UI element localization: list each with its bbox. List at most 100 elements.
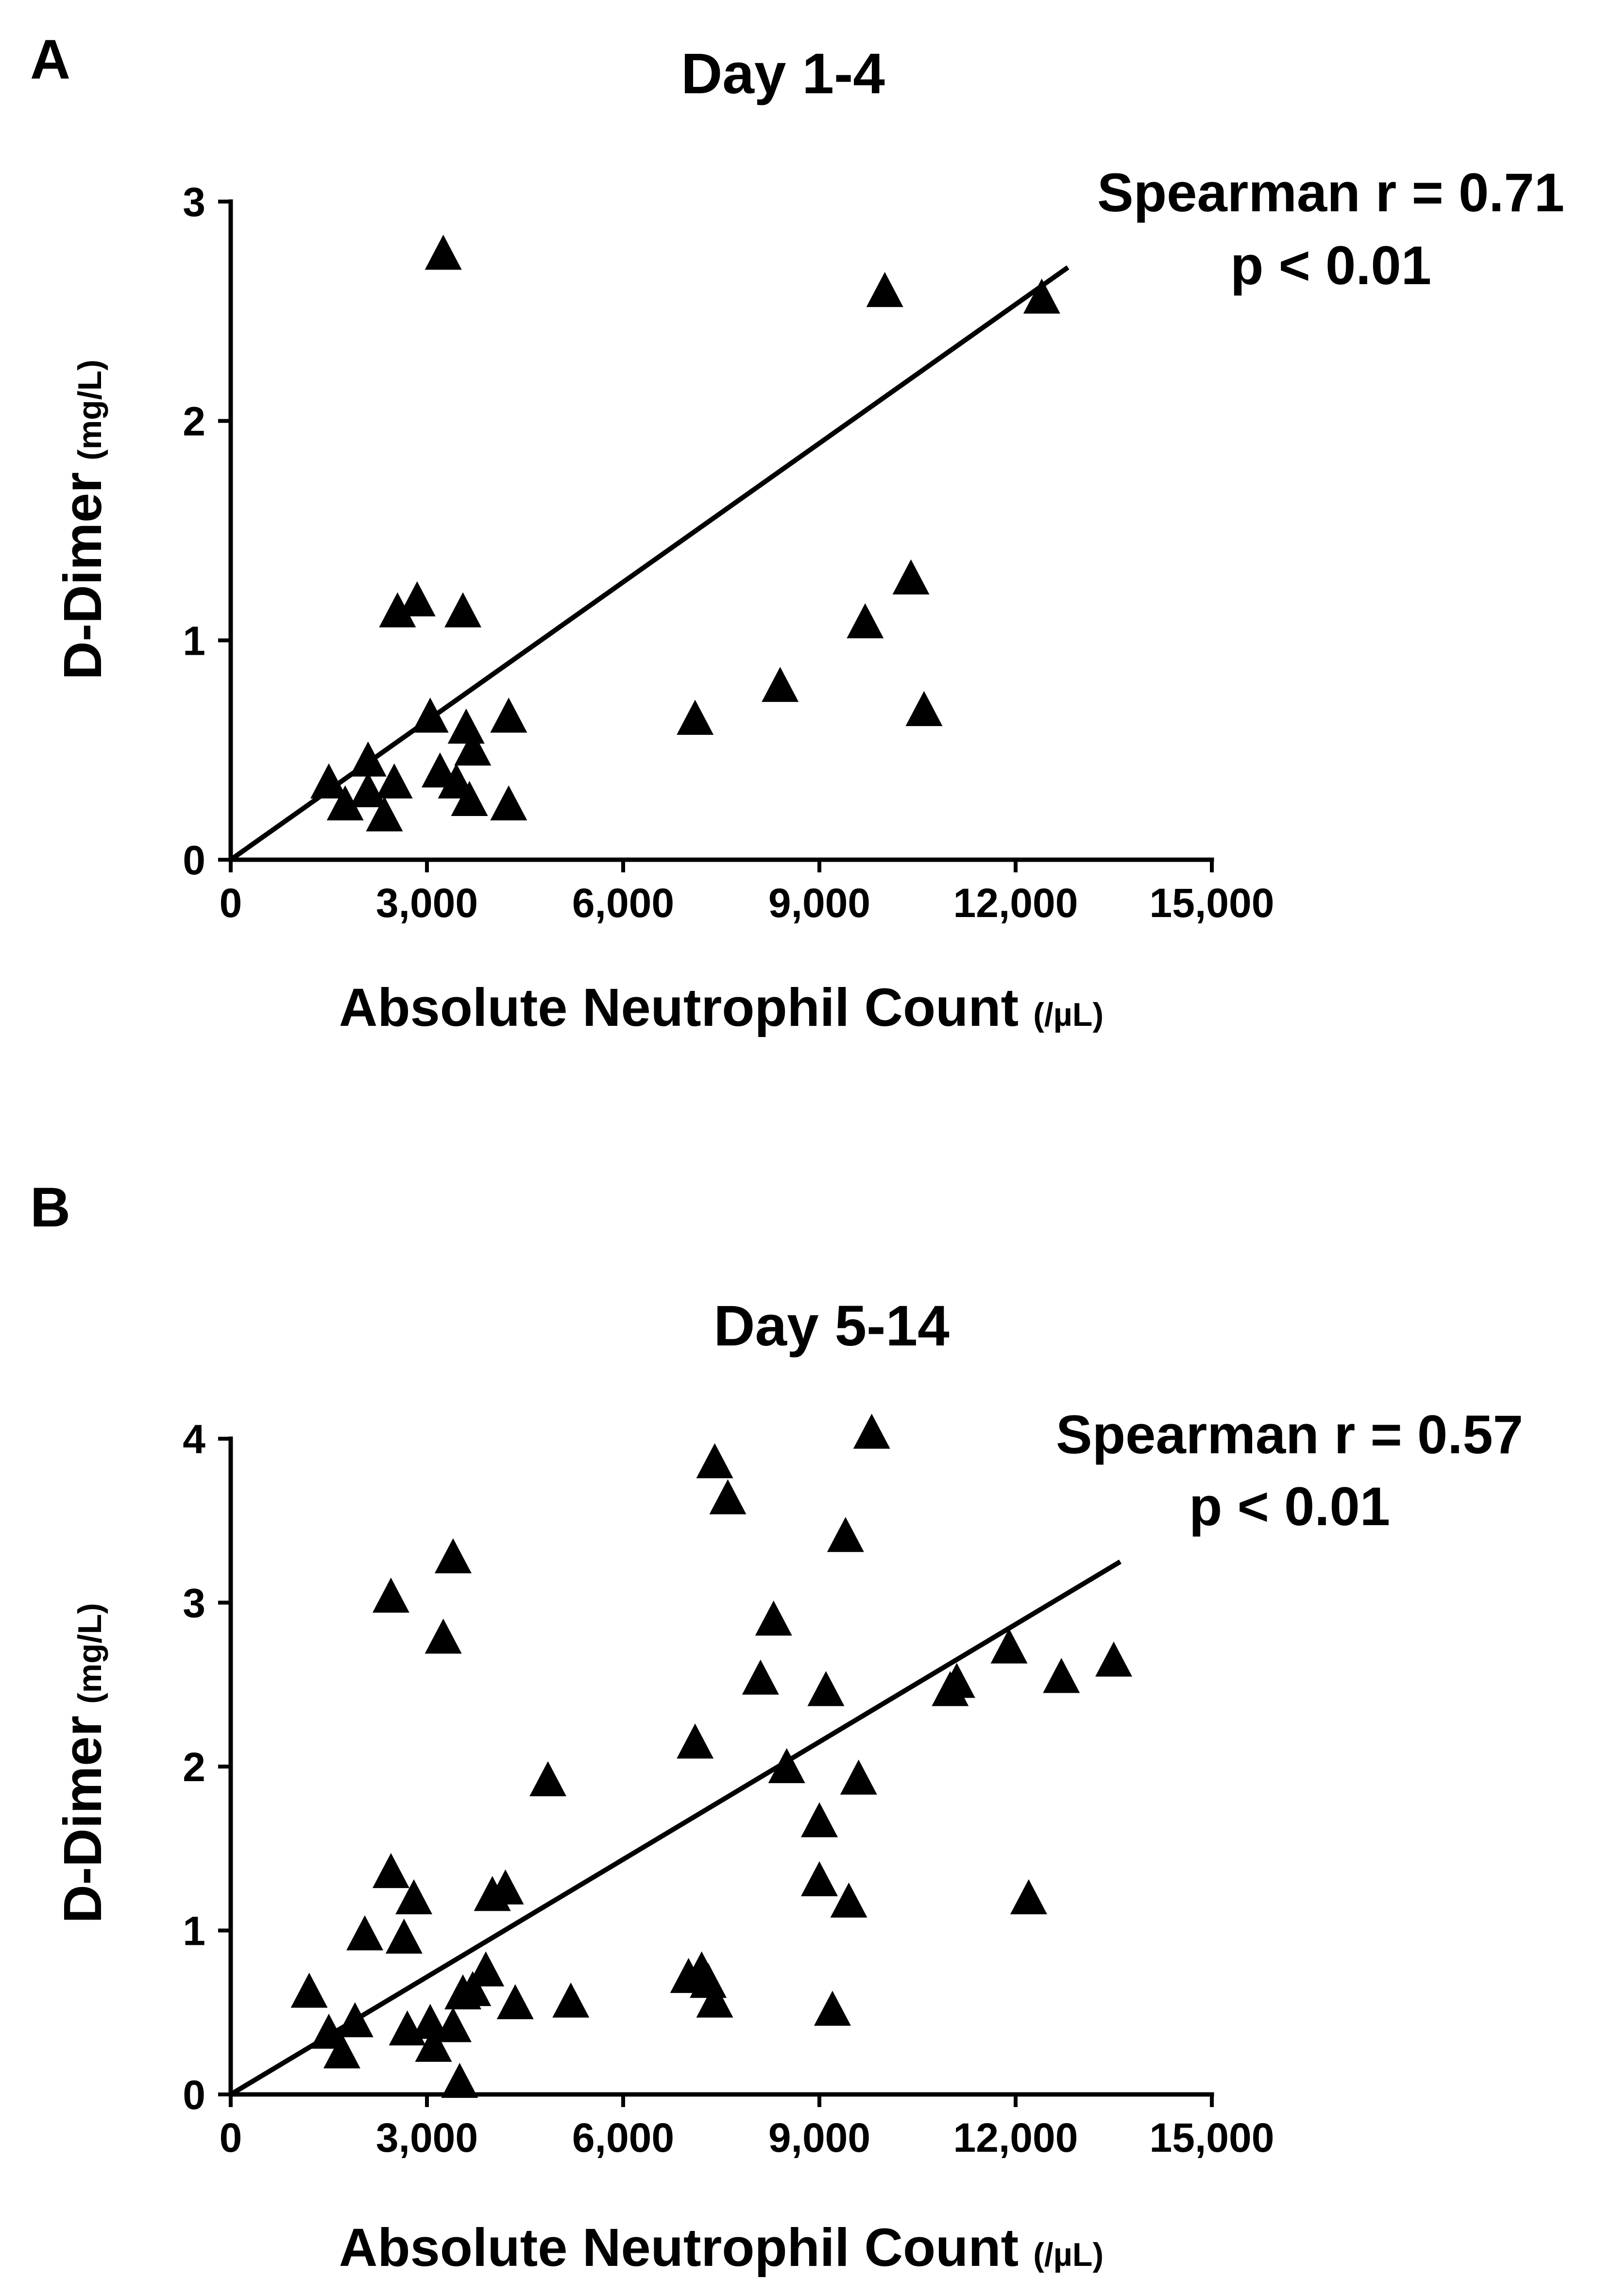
panel-a-plot-area: 0 3,000 6,000 9,000 12,000 15,000 0 1 2 3: [183, 179, 1274, 926]
panel-a-y-tick-label: 1: [183, 618, 205, 663]
panel-b-data-point: [372, 1853, 409, 1888]
panel-b-x-tick-label: 3,000: [376, 2115, 478, 2160]
panel-b: B Day 5-14 Spearman r = 0.57 p < 0.01 0 3…: [30, 1176, 1523, 2278]
panel-b-data-point: [552, 1982, 590, 2018]
panel-a-spearman-text: Spearman r = 0.71: [1097, 162, 1564, 223]
panel-b-title: Day 5-14: [714, 1294, 949, 1358]
panel-a-y-axis-label: D-Dimer: [53, 472, 113, 680]
panel-a-letter: A: [30, 29, 70, 91]
panel-a-data-point: [490, 785, 527, 821]
panel-a-data-point: [366, 796, 403, 832]
panel-b-data-point: [496, 1984, 534, 2020]
panel-b-data-point: [830, 1882, 867, 1918]
panel-a-data-point: [425, 235, 462, 270]
panel-b-data-point: [425, 1618, 462, 1654]
panel-b-data-point: [411, 2004, 449, 2039]
panel-a-y-axis-title: D-Dimer (mg/L): [53, 359, 113, 680]
panel-b-y-tick-label: 0: [183, 2072, 205, 2118]
panel-a-y-axis-unit: (mg/L): [71, 359, 108, 460]
panel-b-data-point: [1095, 1641, 1132, 1677]
panel-a-data-point: [762, 666, 799, 702]
panel-b-plot-area: 0 3,000 6,000 9,000 12,000 15,000 0 1 2 3 4: [183, 1413, 1274, 2160]
panel-a-data-point: [892, 559, 930, 595]
panel-a-p-value-text: p < 0.01: [1230, 235, 1431, 296]
panel-b-data-point: [434, 2007, 472, 2042]
panel-b-data-point: [444, 1974, 482, 2009]
panel-a-data-point: [490, 697, 527, 733]
panel-b-x-tick-label: 15,000: [1150, 2115, 1274, 2160]
panel-b-x-axis-title: Absolute Neutrophil Count (/µL): [339, 2218, 1104, 2278]
panel-b-x-tick-label: 12,000: [953, 2115, 1078, 2160]
panel-b-data-point: [938, 1663, 975, 1698]
panel-b-y-tick-label: 4: [183, 1416, 205, 1462]
panel-b-y-tick-label: 1: [183, 1908, 205, 1954]
panel-a-data-point: [326, 785, 364, 821]
panel-b-y-tick-label: 2: [183, 1744, 205, 1790]
panel-a-x-axis-title: Absolute Neutrophil Count (/µL): [339, 978, 1104, 1037]
panel-a-data-point: [310, 763, 347, 799]
panel-a-y-tick-label: 3: [183, 179, 205, 225]
panel-b-x-axis-label: Absolute Neutrophil Count: [339, 2218, 1019, 2278]
panel-a-data-point: [447, 708, 485, 744]
panel-b-data-point: [323, 2033, 360, 2069]
panel-a-x-tick-label: 12,000: [953, 880, 1078, 926]
panel-b-data-point: [755, 1600, 792, 1636]
panel-b-x-axis-unit: (/µL): [1033, 2236, 1104, 2273]
panel-a-data-point: [349, 772, 387, 807]
panel-b-x-tick-label: 9,000: [768, 2115, 870, 2160]
panel-b-data-point: [696, 1982, 733, 2018]
panel-a-data-point: [375, 763, 413, 799]
panel-b-data-point: [372, 1577, 409, 1613]
panel-a-data-point: [398, 581, 436, 616]
panel-a-data-point: [866, 272, 903, 307]
panel-b-data-point: [742, 1659, 779, 1695]
panel-a-title: Day 1-4: [681, 42, 885, 106]
panel-a-x-tick-label: 0: [220, 880, 242, 926]
panel-a: A Day 1-4 Spearman r = 0.71 p < 0.01 0 3,…: [30, 29, 1564, 1037]
panel-b-x-tick-label: 0: [220, 2115, 242, 2160]
panel-b-letter: B: [30, 1176, 70, 1239]
panel-b-data-point: [395, 1879, 433, 1915]
panel-b-data-point: [346, 1915, 384, 1951]
panel-b-data-point: [467, 1951, 505, 1987]
panel-b-data-point: [696, 1443, 733, 1479]
panel-b-data-point: [434, 1538, 472, 1574]
panel-b-data-point: [474, 1876, 511, 1911]
panel-b-x-tick-label: 6,000: [572, 2115, 674, 2160]
panel-b-data-point: [709, 1479, 747, 1514]
panel-a-data-point: [451, 781, 488, 816]
panel-a-data-point: [677, 699, 714, 735]
panel-b-data-point: [814, 1990, 851, 2026]
panel-b-y-axis-unit: (mg/L): [71, 1603, 108, 1704]
panel-b-data-point: [853, 1413, 890, 1449]
panel-a-x-tick-label: 9,000: [768, 880, 870, 926]
panel-b-data-point: [385, 1918, 423, 1954]
panel-a-y-tick-label: 2: [183, 399, 205, 444]
panel-a-x-axis-label: Absolute Neutrophil Count: [339, 978, 1019, 1037]
panel-b-data-point: [441, 2062, 478, 2098]
panel-a-data-point: [1023, 278, 1060, 314]
panel-b-y-axis-label: D-Dimer: [53, 1716, 113, 1923]
panel-a-x-tick-label: 6,000: [572, 880, 674, 926]
panel-a-data-point: [905, 691, 943, 726]
panel-b-data-point: [827, 1517, 864, 1552]
panel-b-data-point: [529, 1761, 567, 1797]
panel-b-regression-line: [229, 1559, 1122, 2097]
panel-b-data-point: [801, 1802, 838, 1837]
panel-a-x-tick-label: 3,000: [376, 880, 478, 926]
panel-b-data-point: [990, 1628, 1028, 1664]
panel-b-y-tick-label: 3: [183, 1581, 205, 1626]
panel-a-data-point: [379, 592, 416, 628]
panel-a-data-point: [411, 697, 449, 733]
panel-b-data-point: [801, 1861, 838, 1897]
panel-a-data-point: [847, 603, 884, 639]
panel-b-spearman-text: Spearman r = 0.57: [1056, 1404, 1523, 1465]
panel-b-y-axis-title: D-Dimer (mg/L): [53, 1603, 113, 1923]
panel-b-data-point: [336, 2002, 374, 2038]
panel-a-data-point: [349, 741, 387, 777]
panel-b-data-point: [677, 1723, 714, 1759]
panel-b-data-point: [1010, 1879, 1047, 1915]
panel-b-data-point: [768, 1748, 805, 1784]
panel-b-data-point: [840, 1759, 877, 1795]
